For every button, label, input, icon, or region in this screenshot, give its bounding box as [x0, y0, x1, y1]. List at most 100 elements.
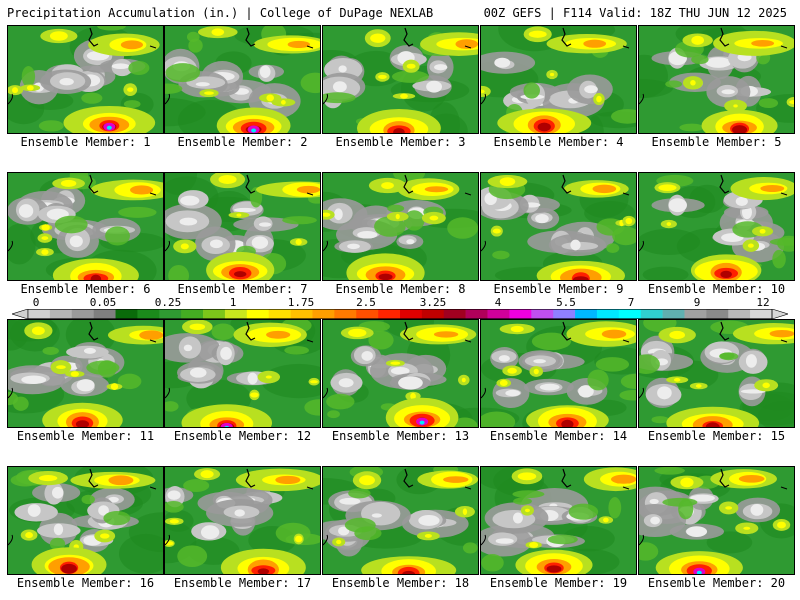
ensemble-member-map [164, 466, 321, 575]
ensemble-member-map [638, 319, 795, 428]
ensemble-member-caption: Ensemble Member: 19 [489, 576, 628, 590]
ensemble-member-caption: Ensemble Member: 15 [647, 429, 786, 443]
precipitation-field [323, 173, 478, 280]
ensemble-member-map [164, 25, 321, 134]
colorbar-swatch [312, 309, 335, 319]
ensemble-member-map [480, 466, 637, 575]
ensemble-member-caption: Ensemble Member: 8 [335, 282, 466, 296]
ensemble-member-caption: Ensemble Member: 18 [331, 576, 470, 590]
colorbar-swatch [640, 309, 663, 319]
precipitation-field [481, 26, 636, 133]
colorbar-swatch [159, 309, 182, 319]
colorbar-swatch [487, 309, 510, 319]
precipitation-field [323, 467, 478, 574]
ensemble-member-map [638, 466, 795, 575]
colorbar-tick-label: 0 [32, 296, 40, 309]
ensemble-member-caption: Ensemble Member: 7 [177, 282, 308, 296]
colorbar-swatch [509, 309, 532, 319]
colorbar-swatch [531, 309, 554, 319]
colorbar-max-arrow [771, 309, 788, 319]
colorbar-tick-label: 1.75 [287, 296, 315, 309]
precipitation-field [8, 173, 163, 280]
valid-time-label: 00Z GEFS | F114 Valid: 18Z THU JUN 12 20… [483, 6, 787, 20]
colorbar-swatch [575, 309, 598, 319]
ensemble-member-caption: Ensemble Member: 13 [331, 429, 470, 443]
ensemble-member-map [480, 319, 637, 428]
colorbar-swatch [28, 309, 51, 319]
colorbar-swatch [465, 309, 488, 319]
ensemble-member-map [480, 172, 637, 281]
colorbar-swatch [246, 309, 270, 319]
colorbar-tick-label: 0.25 [154, 296, 182, 309]
ensemble-member-caption: Ensemble Member: 14 [489, 429, 628, 443]
ensemble-member-caption: Ensemble Member: 9 [493, 282, 624, 296]
colorbar-swatch [618, 309, 642, 319]
colorbar-swatch [750, 309, 773, 319]
precipitation-field [481, 174, 636, 280]
ensemble-member-caption: Ensemble Member: 12 [173, 429, 312, 443]
colorbar-swatch [93, 309, 116, 319]
precipitation-field [8, 26, 160, 133]
ensemble-member-caption: Ensemble Member: 5 [651, 135, 782, 149]
colorbar-min-arrow [12, 309, 29, 319]
colorbar-swatch [596, 309, 620, 319]
ensemble-member-map [638, 172, 795, 281]
ensemble-member-caption: Ensemble Member: 10 [647, 282, 786, 296]
ensemble-member-caption: Ensemble Member: 4 [493, 135, 624, 149]
precipitation-field [639, 320, 794, 427]
precipitation-field [323, 27, 478, 133]
ensemble-member-map [7, 466, 164, 575]
precipitation-field [8, 467, 163, 574]
colorbar-swatch [334, 309, 357, 319]
colorbar-swatch [553, 309, 576, 319]
ensemble-member-map [480, 25, 637, 134]
precipitation-field [165, 26, 320, 133]
colorbar-swatch [268, 309, 291, 319]
precipitation-field [481, 321, 636, 427]
ensemble-member-caption: Ensemble Member: 3 [335, 135, 466, 149]
precipitation-colorbar [12, 309, 788, 319]
colorbar-tick-label: 12 [756, 296, 770, 309]
ensemble-member-map [7, 172, 164, 281]
precipitation-field [639, 26, 794, 133]
precipitation-field [481, 467, 636, 574]
colorbar-swatch [203, 309, 226, 319]
colorbar-swatch [378, 309, 401, 319]
colorbar-swatch [49, 309, 73, 319]
ensemble-member-caption: Ensemble Member: 2 [177, 135, 308, 149]
colorbar-tick-label: 4 [494, 296, 502, 309]
precipitation-field [323, 320, 478, 427]
ensemble-member-map [322, 25, 479, 134]
precipitation-field [165, 320, 320, 427]
colorbar-swatch [684, 309, 707, 319]
precipitation-field [639, 174, 794, 280]
colorbar-swatch [181, 309, 204, 319]
colorbar-swatch [400, 309, 423, 319]
colorbar-tick-label: 9 [693, 296, 701, 309]
colorbar-swatch [728, 309, 751, 319]
colorbar-swatch [662, 309, 685, 319]
colorbar-swatch [421, 309, 445, 319]
colorbar-swatch [115, 309, 138, 319]
colorbar-tick-label: 0.05 [89, 296, 117, 309]
ensemble-member-caption: Ensemble Member: 6 [20, 282, 151, 296]
colorbar-swatch [356, 309, 379, 319]
ensemble-member-caption: Ensemble Member: 17 [173, 576, 312, 590]
colorbar-tick-label: 7 [627, 296, 635, 309]
ensemble-member-map [164, 319, 321, 428]
ensemble-member-map [164, 172, 321, 281]
colorbar-tick-label: 1 [229, 296, 237, 309]
precipitation-field [165, 173, 320, 280]
map-title: Precipitation Accumulation (in.) | Colle… [7, 6, 434, 20]
colorbar-tick-label: 3.25 [419, 296, 447, 309]
ensemble-member-caption: Ensemble Member: 16 [16, 576, 155, 590]
colorbar-swatch [290, 309, 313, 319]
ensemble-member-map [322, 319, 479, 428]
colorbar-swatch [137, 309, 160, 319]
precipitation-field [639, 467, 794, 574]
precipitation-field [165, 468, 320, 574]
colorbar-tick-label: 2.5 [356, 296, 376, 309]
ensemble-member-caption: Ensemble Member: 11 [16, 429, 155, 443]
colorbar-swatch [706, 309, 729, 319]
ensemble-member-map [7, 25, 164, 134]
